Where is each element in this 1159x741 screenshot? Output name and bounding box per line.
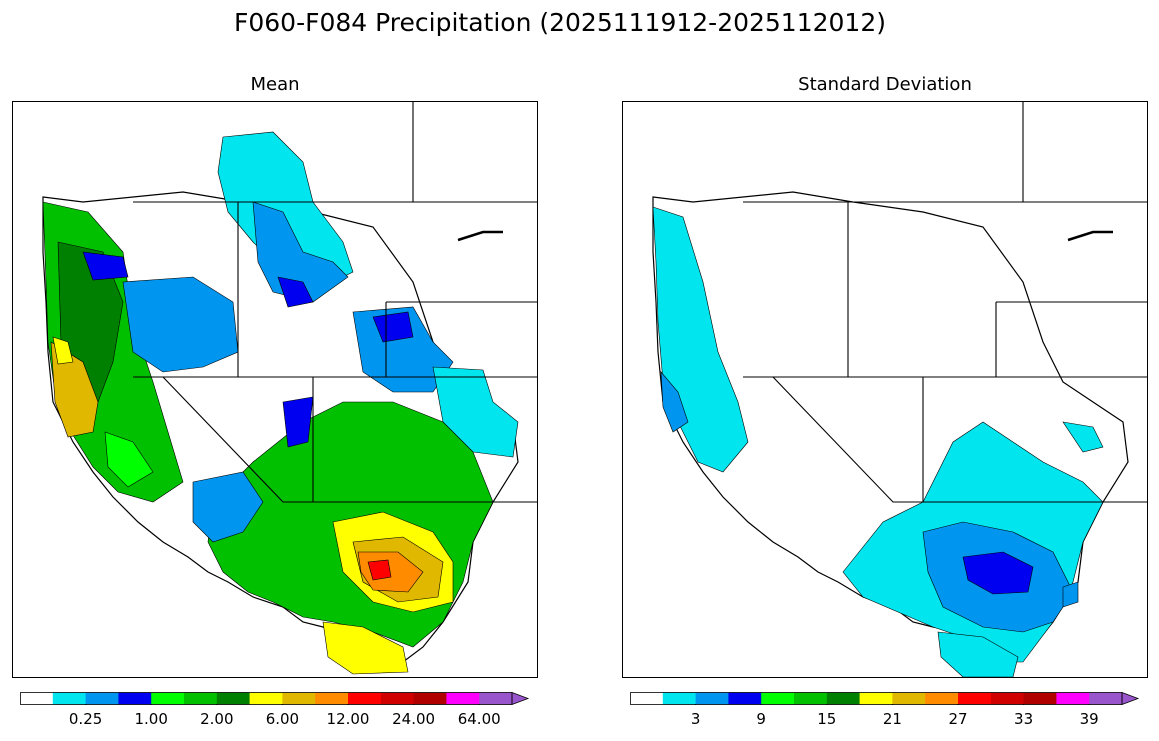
- colorbar-bin: [695, 692, 729, 705]
- figure-title: F060-F084 Precipitation (2025111912-2025…: [233, 8, 886, 37]
- colorbar-bin: [118, 692, 152, 705]
- colorbar-bin: [1056, 692, 1090, 705]
- panel-title-mean: Mean: [250, 74, 300, 95]
- colorbar-bin: [859, 692, 893, 705]
- colorbar-tick-label: 15: [817, 710, 837, 728]
- red-core: [367, 559, 392, 581]
- darkblue-southwest: [282, 396, 314, 448]
- darkblue-west: [82, 251, 129, 281]
- colorbar-bin: [380, 692, 415, 705]
- colorbar-tick-label: 0.25: [68, 710, 103, 728]
- colorbar-bin: [348, 692, 382, 705]
- blue-north: [252, 201, 349, 303]
- colorbar-tick-label: 21: [882, 710, 902, 728]
- colorbar-bin: [1089, 692, 1122, 705]
- colorbar-mean: [20, 690, 530, 706]
- colorbar-bin: [52, 692, 87, 705]
- colorbar-tick-label: 6.00: [265, 710, 300, 728]
- cyan-southernmost: [937, 631, 1019, 677]
- colorbar-bin: [151, 692, 185, 705]
- colorbar-bin: [413, 692, 447, 705]
- darkblue-south: [962, 551, 1034, 595]
- lake-line: [1067, 230, 1113, 242]
- blue-southeast: [1062, 581, 1079, 608]
- colorbar-bin: [761, 692, 795, 705]
- yellow-border: [322, 621, 409, 675]
- colorbar-bin: [728, 692, 762, 705]
- colorbar-tick-label: 24.00: [392, 710, 436, 728]
- blue-southwest: [192, 471, 264, 543]
- yellow-zone-coast: [52, 336, 74, 365]
- lake-line: [457, 230, 503, 242]
- colorbar-bin: [249, 692, 283, 705]
- colorbar-outline: [630, 692, 1123, 705]
- state-boundaries: [743, 102, 1147, 503]
- darkblue-east: [372, 311, 414, 343]
- colorbar-tick-label: 2.00: [200, 710, 234, 728]
- colorbar-bin: [826, 692, 861, 705]
- colorbar-tick-label: 12.00: [326, 710, 370, 728]
- colorbar-bin: [446, 692, 480, 705]
- colorbar-tick-label: 64.00: [457, 710, 501, 728]
- colorbar-bin: [892, 692, 926, 705]
- darkblue-north: [277, 276, 314, 308]
- colorbar-bin: [216, 692, 251, 705]
- map-mean: [12, 101, 538, 678]
- colorbar-bin: [20, 692, 54, 705]
- colorbar-bin: [990, 692, 1025, 705]
- blue-mid: [122, 276, 239, 373]
- light-green-zone: [104, 431, 154, 488]
- colorbar-bin: [479, 692, 512, 705]
- colorbar-extend-arrow: [1121, 691, 1140, 706]
- colorbar-extend-arrow: [511, 691, 530, 706]
- colorbar-bin: [630, 692, 664, 705]
- colorbar-bin: [925, 692, 959, 705]
- blue-coast: [660, 371, 689, 433]
- colorbar-bin: [184, 692, 218, 705]
- colorbar-tick-label: 9: [756, 710, 766, 728]
- colorbar-bin: [315, 692, 349, 705]
- colorbar-bin: [662, 692, 697, 705]
- gold-zone: [50, 341, 99, 438]
- colorbar-bin: [85, 692, 119, 705]
- colorbar-bin: [794, 692, 828, 705]
- colorbar-tick-label: 1.00: [134, 710, 168, 728]
- state-boundaries: [133, 102, 537, 503]
- colorbar-bin: [958, 692, 992, 705]
- colorbar-tick-label: 33: [1014, 710, 1034, 728]
- colorbar-tick-label: 39: [1079, 710, 1099, 728]
- colorbar-tick-label: 3: [690, 710, 701, 728]
- colorbar-bin: [1023, 692, 1057, 705]
- colorbar-outline: [20, 692, 513, 705]
- panel-title-stddev: Standard Deviation: [798, 74, 972, 95]
- cyan-east: [1062, 421, 1104, 453]
- map-stddev: [622, 101, 1148, 678]
- colorbar-tick-label: 27: [948, 710, 968, 728]
- colorbar-stddev: [630, 690, 1140, 706]
- colorbar-bin: [282, 692, 316, 705]
